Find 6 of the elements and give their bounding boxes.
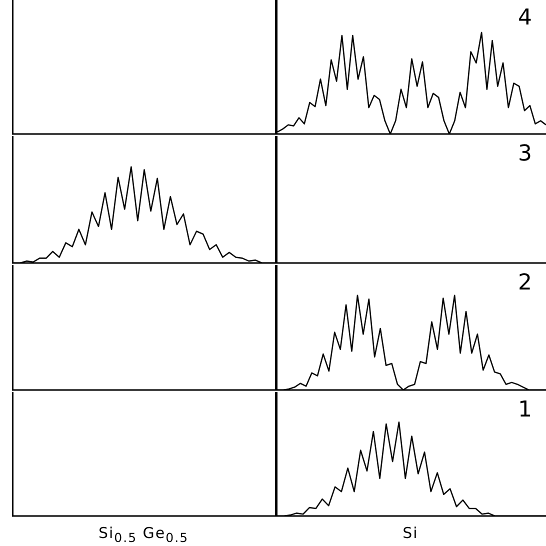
annotation: 1 (518, 398, 532, 423)
text: 3 (518, 142, 532, 167)
annotation: 2 (518, 270, 532, 296)
x-axis-title: Si (402, 524, 420, 542)
text: Si$_{0.5}$ Ge$_{0.5}$ (97, 524, 190, 545)
text: 4 (518, 6, 532, 31)
